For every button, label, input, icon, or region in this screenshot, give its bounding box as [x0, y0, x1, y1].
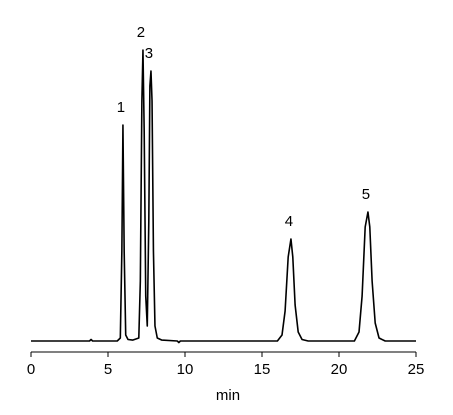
x-tick-label: 15	[254, 361, 271, 378]
peak-label: 4	[285, 213, 293, 230]
signal-line	[31, 49, 416, 344]
peak-label: 5	[362, 186, 370, 203]
x-axis-label: min	[216, 387, 240, 404]
x-tick-label: 5	[104, 361, 112, 378]
x-tick-label: 25	[408, 361, 425, 378]
x-tick-label: 20	[331, 361, 348, 378]
peak-label: 2	[137, 24, 145, 41]
peak-label: 3	[145, 45, 153, 62]
peak-label: 1	[117, 99, 125, 116]
x-tick-label: 0	[27, 361, 35, 378]
x-tick-label: 10	[177, 361, 194, 378]
